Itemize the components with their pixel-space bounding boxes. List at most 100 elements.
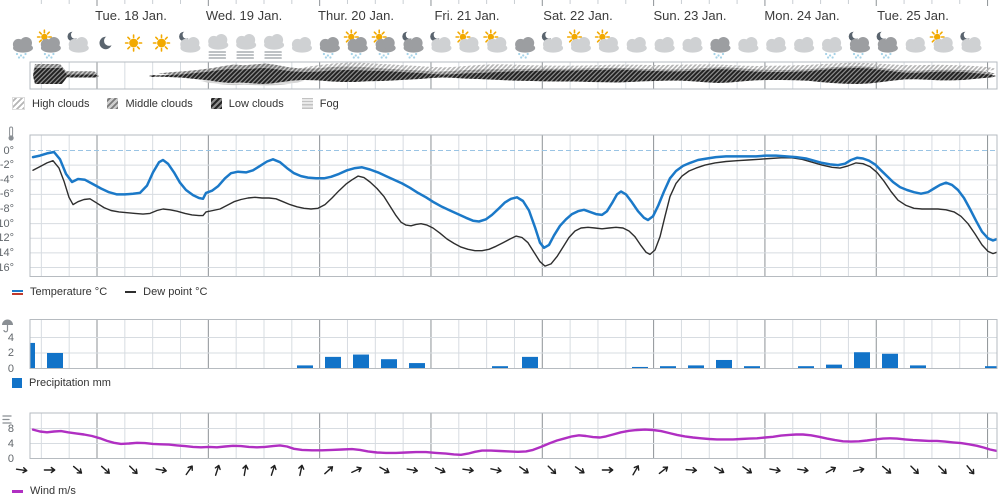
- wind-arrow-icon: [547, 465, 557, 475]
- wind-arrow-icon: [518, 466, 529, 474]
- cloud-snow-icon: [822, 37, 843, 59]
- moon-cloud-icon: [67, 30, 89, 53]
- cloud-icon: [291, 37, 312, 53]
- wind-arrow-icon: [490, 467, 502, 474]
- cloud-band: [33, 62, 996, 86]
- temperature-axis-label: -14°: [0, 246, 14, 259]
- precipitation-bar: [632, 366, 648, 369]
- high-clouds-swatch-icon: [12, 97, 25, 110]
- snow-cloud-icon: [12, 37, 33, 59]
- day-label: Thur. 20 Jan.: [318, 8, 394, 23]
- precipitation-axis-label: 2: [7, 347, 14, 359]
- cloud-icon: [766, 37, 787, 53]
- wind-arrow-icon: [742, 466, 753, 474]
- wind-legend: Wind m/s: [12, 485, 76, 497]
- precipitation-bar: [381, 359, 397, 369]
- wind-curve: [31, 428, 997, 456]
- snow-cloud-icon: [710, 37, 731, 59]
- precipitation-bar: [522, 356, 538, 369]
- precipitation-swatch-icon: [12, 378, 22, 388]
- snow-cloud-icon: [319, 37, 340, 59]
- sun-cloud-icon: [929, 29, 954, 53]
- wind-arrow-icon: [714, 466, 725, 474]
- precipitation-bar: [716, 359, 732, 369]
- precipitation-bar: [826, 364, 842, 369]
- temperature-axis-label: 0°: [3, 144, 14, 157]
- moon-cloud-icon: [179, 30, 201, 53]
- cloud-icon: [738, 37, 759, 53]
- legend-item-high-clouds: High clouds: [12, 97, 89, 110]
- wind-arrow-icon: [43, 466, 56, 474]
- middle-clouds-swatch-icon: [107, 98, 119, 109]
- temperature-curves: [31, 150, 997, 267]
- legend-item-dew-point: Dew point °C: [125, 286, 207, 298]
- precipitation-bar: [30, 342, 35, 369]
- wind-grid: [40, 413, 989, 459]
- legend-item-temperature: Temperature °C: [12, 286, 107, 298]
- fog-icon: [208, 34, 229, 59]
- wind-arrow-icon: [379, 466, 390, 474]
- wind-arrow-icon: [15, 467, 28, 474]
- wind-swatch-icon: [12, 489, 23, 493]
- wind-arrow-icon: [881, 465, 892, 474]
- temperature-grid: [40, 135, 989, 277]
- middle-clouds-label: Middle clouds: [125, 97, 193, 110]
- wind-arrow-icon: [910, 465, 919, 475]
- dew-point-label: Dew point °C: [143, 286, 208, 298]
- cloud-icon: [682, 37, 703, 53]
- thermometer-icon: [8, 126, 14, 141]
- precipitation-bar: [688, 365, 704, 369]
- wind-arrow-icon: [72, 465, 83, 474]
- precipitation-bar: [325, 356, 341, 369]
- precipitation-bar: [854, 352, 870, 369]
- precipitation-bar: [353, 354, 369, 369]
- wind-arrow-icon: [574, 466, 585, 474]
- legend-item-middle-clouds: Middle clouds: [107, 97, 193, 110]
- precipitation-bar: [798, 366, 814, 369]
- moon-cloud-icon: [960, 30, 982, 53]
- wind-arrow-icon: [324, 466, 334, 475]
- wind-label: Wind m/s: [30, 485, 76, 497]
- moon-cloud-snow-icon: [402, 30, 424, 59]
- temperature-axis-label: -6°: [0, 188, 14, 201]
- precipitation-bar: [492, 366, 508, 369]
- sun-icon: [152, 34, 171, 52]
- moon-cloud-snow-icon: [848, 30, 870, 59]
- precipitation-grid: [40, 319, 989, 369]
- top-ticks: [40, 0, 989, 6]
- wind-speed-icon: [2, 415, 12, 424]
- sun-cloud-icon: [594, 29, 619, 53]
- temperature-axis-label: -12°: [0, 232, 14, 245]
- wind-arrow-icon: [100, 465, 110, 474]
- temperature-axis-label: -16°: [0, 261, 14, 274]
- sun-cloud-icon: [455, 29, 480, 53]
- wind-arrow-icon: [769, 467, 781, 474]
- day-label: Wed. 19 Jan.: [205, 8, 283, 23]
- day-label: Sat. 22 Jan.: [543, 8, 613, 23]
- precipitation-bar: [660, 366, 676, 369]
- low-clouds-swatch-icon: [210, 98, 222, 109]
- sun-icon: [124, 34, 143, 52]
- sun-cloud-icon: [566, 29, 591, 53]
- moon-icon: [99, 35, 115, 50]
- temperature-legend: Temperature °C Dew point °C: [12, 286, 207, 298]
- snow-cloud-icon: [515, 37, 536, 59]
- wind-arrow-icon: [601, 466, 614, 474]
- weather-icons-row: [12, 29, 982, 59]
- moon-cloud-icon: [430, 30, 452, 53]
- wind-arrow-icon: [825, 466, 837, 474]
- high-clouds-label: High clouds: [32, 97, 90, 110]
- fog-icon: [264, 34, 285, 59]
- wind-axis-label: 0: [7, 452, 14, 465]
- precipitation-legend: Precipitation mm: [12, 377, 111, 389]
- wind-arrow-icon: [185, 465, 193, 476]
- wind-arrow-icon: [298, 464, 305, 477]
- temperature-label: Temperature °C: [30, 286, 108, 298]
- wind-arrow-icon: [406, 467, 419, 474]
- cloud-legend: High clouds Middle clouds Low clouds Fog: [12, 97, 339, 110]
- low-clouds-label: Low clouds: [228, 97, 284, 110]
- wind-axis-label: 8: [7, 422, 14, 435]
- day-label: Tue. 25 Jan.: [877, 8, 949, 23]
